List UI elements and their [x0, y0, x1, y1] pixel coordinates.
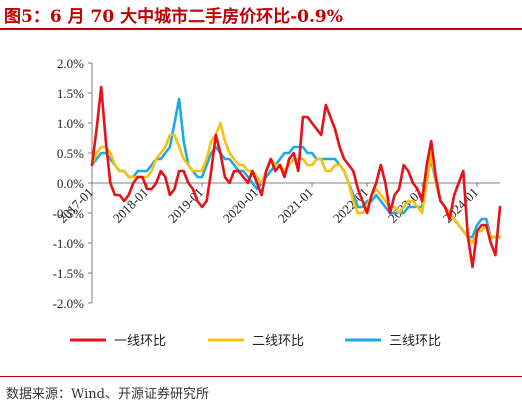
legend-label-1: 一线环比 — [114, 334, 166, 349]
y-tick-label: -1.5% — [53, 266, 85, 281]
footer-rule — [0, 376, 522, 377]
y-tick-label: 1.0% — [57, 116, 84, 131]
figure-title: 图5：6 月 70 大中城市二手房价环比-0.9% — [4, 7, 343, 27]
y-tick-label: 1.5% — [57, 86, 84, 101]
x-tick-label: 2020-01 — [220, 185, 261, 226]
y-axis: 2.0% 1.5% 1.0% 0.5% 0.0% -0.5% -1.0% -1.5% -2.0% — [53, 56, 93, 311]
line-chart: 2.0% 1.5% 1.0% 0.5% 0.0% -0.5% -1.0% -1.5% -2.0%… — [53, 56, 502, 349]
y-tick-label: -2.0% — [53, 296, 85, 311]
x-tick-label: 2021-01 — [275, 185, 316, 226]
series-lines — [90, 85, 502, 269]
x-tick-label: 2024-01 — [440, 185, 481, 226]
series-line-1 — [90, 85, 502, 269]
y-tick-label: 0.0% — [57, 176, 84, 191]
y-tick-label: -1.0% — [53, 236, 85, 251]
x-axis: 2017-01 2018-01 2019-01 2020-01 2021-01 2022-… — [55, 182, 500, 226]
source-note: 数据来源：Wind、开源证券研究所 — [6, 387, 209, 402]
title-rule — [0, 28, 522, 30]
y-tick-label: 0.5% — [57, 146, 84, 161]
legend-label-3: 三线环比 — [389, 334, 441, 349]
legend: 一线环比 二线环比 三线环比 — [70, 334, 441, 349]
y-tick-label: -0.5% — [53, 206, 85, 221]
legend-label-2: 二线环比 — [252, 334, 304, 349]
y-tick-label: 2.0% — [57, 56, 84, 71]
